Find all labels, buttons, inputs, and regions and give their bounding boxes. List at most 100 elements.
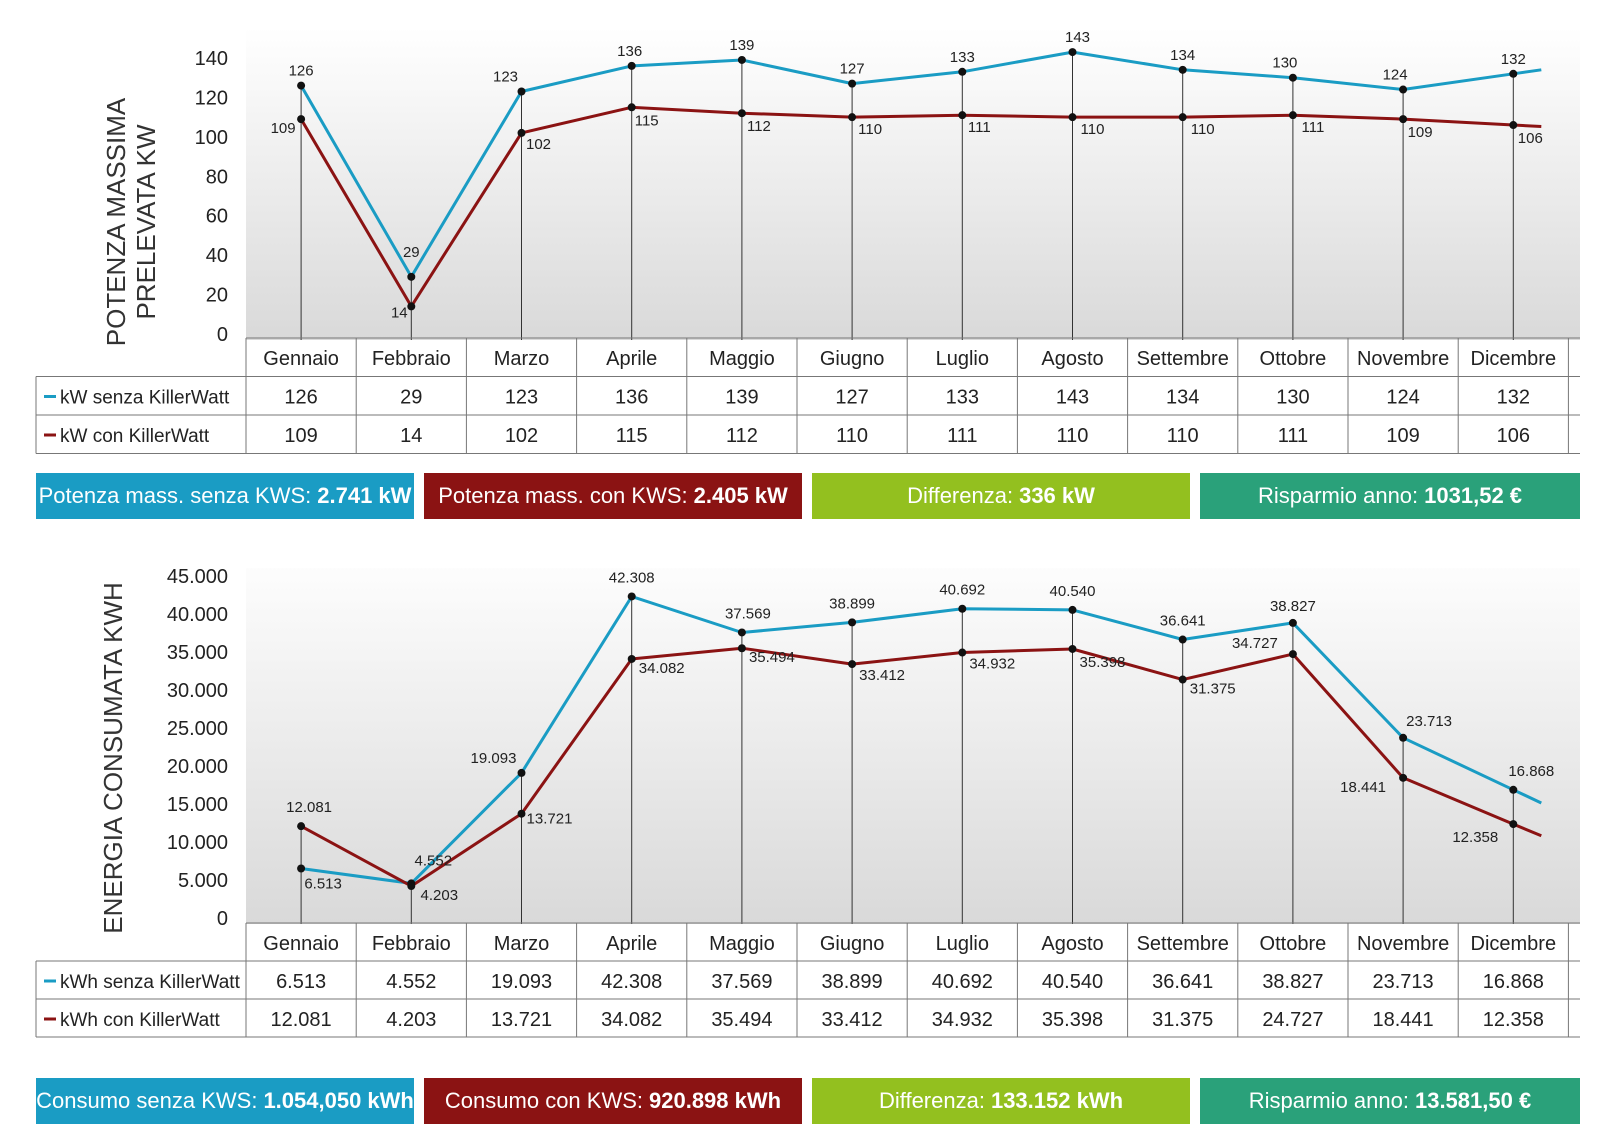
data-point	[737, 644, 746, 653]
month-header: Luglio	[936, 933, 989, 955]
data-point	[1068, 605, 1077, 614]
data-label: 36.641	[1160, 613, 1206, 630]
data-point	[517, 768, 526, 777]
y-axis-title: PRELEVATA KW	[131, 124, 161, 320]
y-tick-label: 0	[217, 908, 228, 930]
banner-label: Differenza:	[907, 483, 1014, 508]
data-label: 143	[1065, 29, 1090, 46]
data-label: 130	[1272, 55, 1297, 72]
table-cell-con: 34.932	[932, 1009, 993, 1031]
data-point	[297, 115, 306, 124]
legend-label-con: kWh con KillerWatt	[60, 1010, 220, 1031]
banner-value: 1.054,050 kWh	[263, 1088, 414, 1113]
legend-label-senza: kWh senza KillerWatt	[60, 972, 241, 993]
data-point	[407, 302, 416, 311]
data-point	[1178, 113, 1187, 122]
data-label: 40.692	[939, 582, 985, 599]
data-point	[1068, 644, 1077, 653]
data-label: 14	[391, 304, 408, 321]
table-cell-senza: 124	[1386, 387, 1419, 409]
data-point	[848, 113, 857, 122]
banner-value: 13.581,50 €	[1414, 1088, 1532, 1113]
legend-label-senza: kW senza KillerWatt	[60, 388, 230, 409]
data-point	[627, 592, 636, 601]
table-cell-con: 31.375	[1152, 1009, 1213, 1031]
banner-risparmio: Risparmio anno: 13.581,50 €	[1200, 1078, 1580, 1124]
data-label: 109	[1408, 124, 1433, 141]
table-cell-con: 106	[1497, 425, 1530, 447]
data-label: 4.552	[415, 852, 453, 869]
data-label: 4.203	[421, 887, 459, 904]
data-label: 40.540	[1050, 583, 1096, 600]
data-point	[627, 103, 636, 112]
data-label: 124	[1383, 67, 1408, 84]
data-label: 110	[1191, 121, 1215, 138]
banner-label: Risparmio anno:	[1257, 483, 1419, 508]
data-label: 136	[617, 43, 642, 60]
data-point	[958, 111, 967, 120]
y-axis-title: POTENZA MASSIMA	[101, 97, 131, 346]
data-label: 35.494	[749, 649, 795, 666]
table-cell-senza: 143	[1056, 387, 1089, 409]
y-tick-label: 5.000	[178, 870, 228, 892]
table-cell-con: 111	[1278, 425, 1308, 447]
data-point	[1068, 113, 1077, 122]
data-label: 111	[1301, 119, 1324, 136]
table-cell-con: 4.203	[386, 1009, 436, 1031]
data-label: 106	[1518, 130, 1543, 147]
table-cell-senza: 23.713	[1373, 971, 1434, 993]
data-point	[958, 648, 967, 657]
month-header: Luglio	[936, 348, 989, 370]
data-label: 102	[526, 136, 551, 153]
table-cell-senza: 6.513	[276, 971, 326, 993]
data-label: 139	[729, 37, 754, 54]
data-point	[1399, 85, 1408, 94]
power-chart: POTENZA MASSIMA PRELEVATA KW 0 20 40 60 80 100 1…	[35, 28, 1580, 454]
y-tick-label: 10.000	[167, 832, 228, 854]
banner-label: Consumo con KWS:	[444, 1088, 643, 1113]
data-point	[627, 61, 636, 70]
data-point	[1288, 618, 1297, 627]
month-header: Dicembre	[1471, 348, 1557, 370]
data-label: 111	[968, 119, 991, 136]
table-cell-senza: 40.692	[932, 971, 993, 993]
data-point	[1178, 635, 1187, 644]
month-header: Dicembre	[1471, 933, 1557, 955]
banner-label: Differenza:	[878, 1088, 985, 1113]
data-point	[1288, 73, 1297, 82]
banner-differenza: Differenza: 133.152 kWh	[812, 1078, 1190, 1124]
y-tick-label: 25.000	[167, 718, 228, 740]
table-cell-senza: 4.552	[386, 971, 436, 993]
table-cell-con: 112	[726, 425, 758, 447]
table-cell-con: 12.358	[1483, 1009, 1544, 1031]
table-cell-senza: 126	[284, 387, 317, 409]
legend-label-con: kW con KillerWatt	[60, 426, 210, 447]
data-label: 13.721	[527, 811, 573, 828]
table-cell-con: 34.082	[601, 1009, 662, 1031]
data-label: 18.441	[1340, 779, 1386, 796]
plot-background	[246, 28, 1580, 340]
data-label: 29	[403, 244, 420, 261]
data-label: 110	[1081, 121, 1105, 138]
y-tick-label: 35.000	[167, 642, 228, 664]
y-tick-label: 45.000	[167, 568, 228, 588]
data-label: 38.827	[1270, 598, 1316, 615]
table-cell-senza: 132	[1497, 387, 1530, 409]
month-header: Agosto	[1041, 933, 1103, 955]
data-point	[407, 272, 416, 281]
data-point	[1399, 773, 1408, 782]
data-label: 19.093	[471, 750, 517, 767]
y-tick-label: 30.000	[167, 680, 228, 702]
data-label: 6.513	[304, 876, 342, 893]
table-cell-senza: 136	[615, 387, 648, 409]
data-label: 42.308	[609, 569, 655, 586]
table-cell-senza: 19.093	[491, 971, 552, 993]
banner-differenza: Differenza: 336 kW	[812, 473, 1190, 519]
y-tick-label: 20.000	[167, 756, 228, 778]
data-point	[1178, 65, 1187, 74]
table-cell-senza: 38.899	[822, 971, 883, 993]
banner-label: Potenza mass. con KWS:	[438, 483, 688, 508]
data-label: 23.713	[1406, 713, 1452, 730]
data-point	[517, 128, 526, 137]
banner-potenza-senza: Potenza mass. senza KWS: 2.741 kW	[36, 473, 414, 519]
